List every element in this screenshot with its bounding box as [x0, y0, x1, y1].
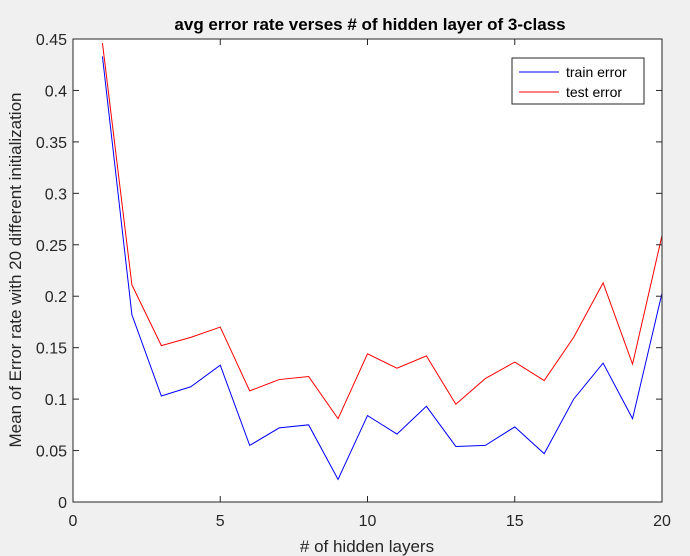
y-axis-title: Mean of Error rate with 20 different ini… — [6, 93, 25, 448]
plot-area — [73, 39, 662, 502]
legend-label-train-error: train error — [566, 64, 627, 80]
x-axis: 0 5 10 15 20 — [69, 39, 671, 530]
x-tick-label: 10 — [359, 513, 377, 530]
x-tick-label: 20 — [653, 513, 671, 530]
y-axis: 0 0.05 0.1 0.15 0.2 0.25 0.3 0.35 0.4 0.45 — [36, 32, 662, 512]
series-line-train-error — [101, 56, 663, 481]
chart-title: avg error rate verses # of hidden layer … — [174, 15, 565, 34]
x-tick-label: 0 — [69, 513, 78, 530]
y-tick-label: 0.35 — [36, 135, 67, 152]
legend: train error test error — [511, 57, 645, 105]
series-layer — [101, 43, 663, 481]
y-tick-label: 0.2 — [45, 289, 67, 306]
series-line-test-error — [101, 43, 663, 420]
y-tick-label: 0.45 — [36, 32, 67, 49]
legend-label-test-error: test error — [566, 84, 622, 100]
x-axis-title: # of hidden layers — [300, 537, 434, 556]
y-tick-label: 0 — [58, 495, 67, 512]
y-tick-label: 0.4 — [45, 83, 67, 100]
y-tick-label: 0.3 — [45, 186, 67, 203]
y-tick-label: 0.25 — [36, 238, 67, 255]
x-tick-label: 15 — [506, 513, 524, 530]
y-tick-label: 0.1 — [45, 392, 67, 409]
y-tick-label: 0.15 — [36, 341, 67, 358]
y-tick-label: 0.05 — [36, 444, 67, 461]
legend-box — [511, 57, 645, 105]
x-tick-label: 5 — [216, 513, 225, 530]
